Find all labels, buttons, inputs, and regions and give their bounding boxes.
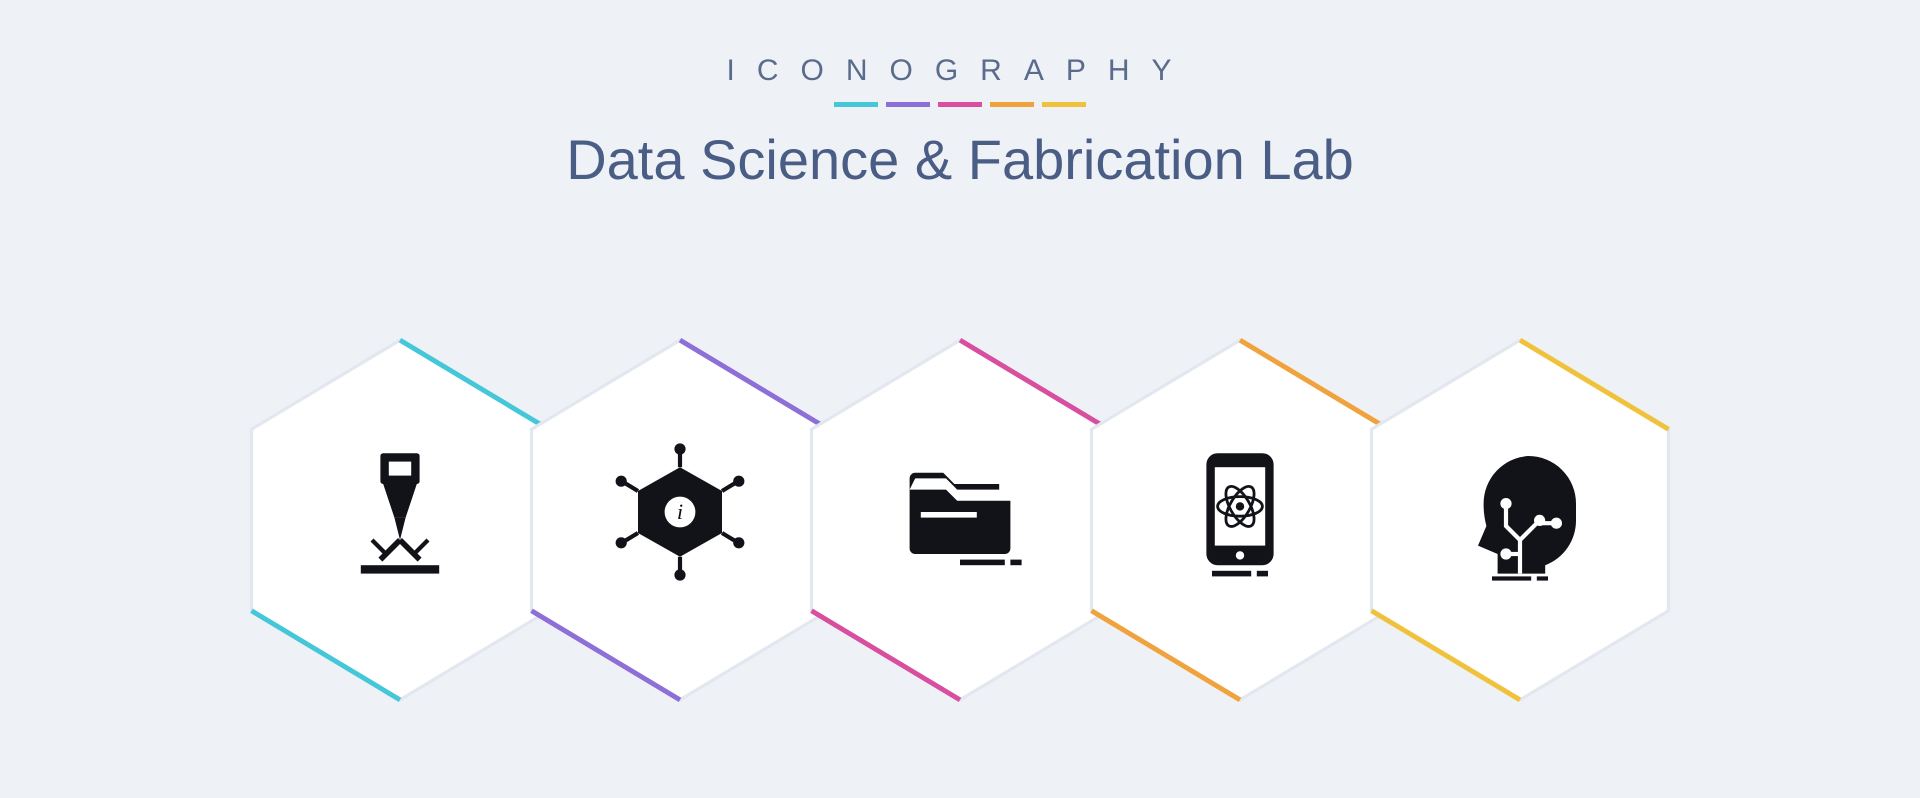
folder-icon [890, 442, 1030, 582]
header: ICONOGRAPHY Data Science & Fabrication L… [0, 0, 1920, 192]
accent-bar-2 [886, 102, 930, 107]
accent-bar-4 [990, 102, 1034, 107]
accent-bar-3 [938, 102, 982, 107]
ai-head-icon [1450, 442, 1590, 582]
accent-bars [0, 102, 1920, 107]
accent-bar-1 [834, 102, 878, 107]
accent-bar-5 [1042, 102, 1086, 107]
data-network-icon [610, 442, 750, 582]
mobile-science-icon [1170, 442, 1310, 582]
icon-tile-5 [1355, 330, 1685, 710]
laser-cutter-icon [330, 442, 470, 582]
pack-title: Data Science & Fabrication Lab [0, 127, 1920, 192]
brand-label: ICONOGRAPHY [0, 54, 1920, 88]
icon-row [260, 330, 1660, 710]
